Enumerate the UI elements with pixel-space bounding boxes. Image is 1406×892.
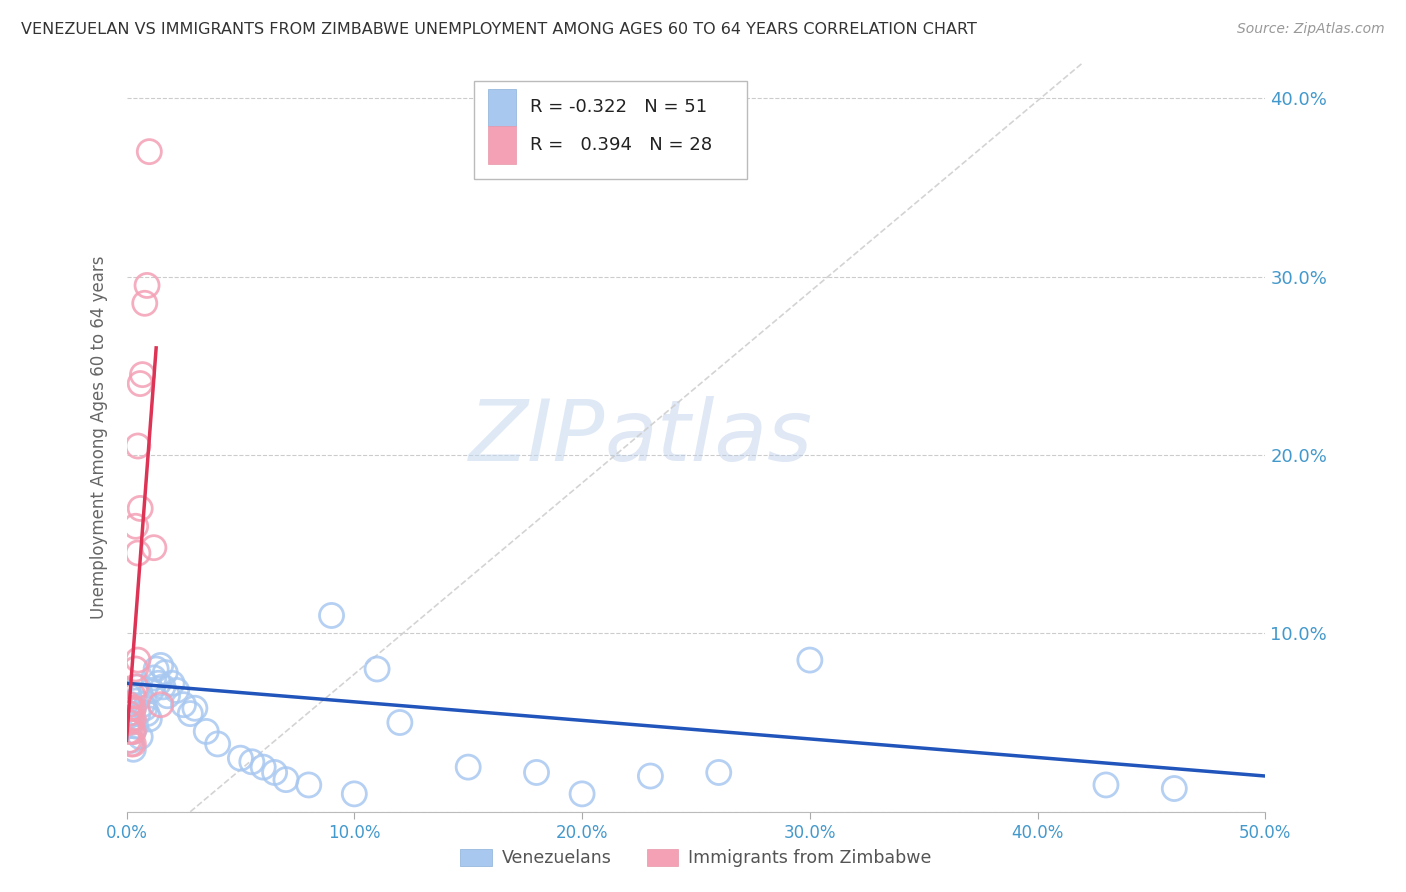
Point <box>156 689 179 703</box>
Point <box>343 787 366 801</box>
Text: R =   0.394   N = 28: R = 0.394 N = 28 <box>530 136 711 153</box>
Point <box>138 712 160 726</box>
Point <box>122 742 145 756</box>
Point <box>152 680 174 694</box>
Point <box>240 755 263 769</box>
Point <box>122 712 145 726</box>
Point <box>134 701 156 715</box>
Point <box>131 698 153 712</box>
Point <box>388 715 411 730</box>
Point <box>129 376 152 391</box>
Point <box>122 737 145 751</box>
Point <box>120 698 142 712</box>
Point <box>120 733 142 747</box>
Point <box>274 772 297 787</box>
Point <box>127 439 149 453</box>
Point <box>124 662 146 676</box>
Point <box>127 546 149 560</box>
Point <box>120 737 142 751</box>
Point <box>120 715 142 730</box>
Point <box>142 541 165 555</box>
Text: Source: ZipAtlas.com: Source: ZipAtlas.com <box>1237 22 1385 37</box>
Point <box>142 671 165 685</box>
Point <box>118 706 141 721</box>
Point <box>118 715 141 730</box>
Point <box>129 501 152 516</box>
Point <box>122 689 145 703</box>
Point <box>127 706 149 721</box>
Point <box>124 519 146 533</box>
Point <box>122 724 145 739</box>
Point <box>1095 778 1118 792</box>
Point <box>118 706 141 721</box>
Point <box>134 296 156 310</box>
Point <box>166 683 188 698</box>
Point <box>457 760 479 774</box>
Point <box>640 769 662 783</box>
Point <box>252 760 274 774</box>
Text: atlas: atlas <box>605 395 813 479</box>
Point <box>122 724 145 739</box>
Point <box>124 694 146 708</box>
Bar <box>488 126 516 163</box>
Point <box>122 701 145 715</box>
Y-axis label: Unemployment Among Ages 60 to 64 years: Unemployment Among Ages 60 to 64 years <box>90 255 108 619</box>
Point <box>118 724 141 739</box>
Point <box>172 698 194 712</box>
Point <box>145 662 167 676</box>
Point <box>127 653 149 667</box>
Point <box>148 676 170 690</box>
Point <box>184 701 207 715</box>
Point <box>120 701 142 715</box>
Point <box>120 724 142 739</box>
Point <box>129 730 152 744</box>
Point <box>571 787 593 801</box>
Point <box>141 683 163 698</box>
Point <box>129 689 152 703</box>
Point <box>155 665 177 680</box>
Point <box>263 765 285 780</box>
Point <box>118 689 141 703</box>
Point <box>122 701 145 715</box>
Point <box>138 145 160 159</box>
Text: R = -0.322   N = 51: R = -0.322 N = 51 <box>530 98 707 116</box>
Point <box>136 706 159 721</box>
Point <box>131 368 153 382</box>
Legend: Venezuelans, Immigrants from Zimbabwe: Venezuelans, Immigrants from Zimbabwe <box>453 841 939 874</box>
Point <box>124 680 146 694</box>
Bar <box>488 88 516 126</box>
Point <box>321 608 343 623</box>
Point <box>366 662 388 676</box>
Point <box>124 719 146 733</box>
Point <box>118 733 141 747</box>
Point <box>149 698 172 712</box>
Point <box>127 680 149 694</box>
Point <box>229 751 252 765</box>
Point <box>160 676 183 690</box>
Point <box>195 724 218 739</box>
Point <box>1163 781 1185 796</box>
Point <box>179 706 201 721</box>
Point <box>707 765 730 780</box>
Point <box>149 658 172 673</box>
Point <box>799 653 821 667</box>
Text: ZIP: ZIP <box>468 395 605 479</box>
Point <box>120 712 142 726</box>
Point <box>118 698 141 712</box>
Point <box>526 765 548 780</box>
Point <box>207 737 229 751</box>
FancyBboxPatch shape <box>474 81 747 178</box>
Point <box>136 278 159 293</box>
Text: VENEZUELAN VS IMMIGRANTS FROM ZIMBABWE UNEMPLOYMENT AMONG AGES 60 TO 64 YEARS CO: VENEZUELAN VS IMMIGRANTS FROM ZIMBABWE U… <box>21 22 977 37</box>
Point <box>298 778 321 792</box>
